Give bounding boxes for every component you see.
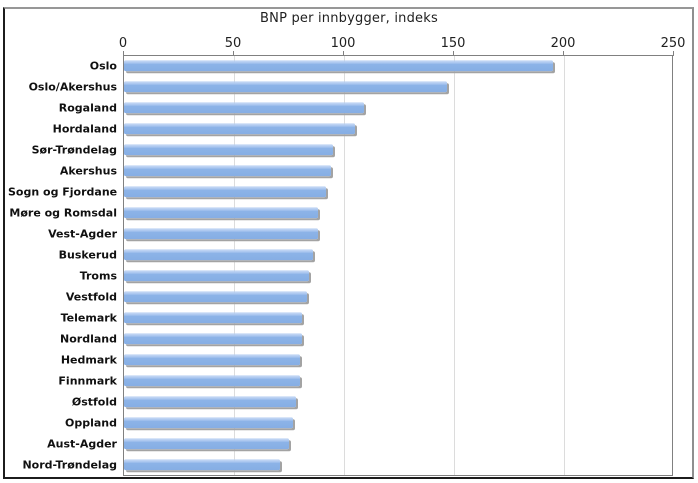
table-row: Nordland [0, 329, 698, 350]
table-row: Aust-Agder [0, 434, 698, 455]
category-label: Nord-Trøndelag [22, 458, 117, 472]
bar [124, 122, 355, 134]
x-axis-tick-100 [343, 51, 344, 56]
bar [124, 186, 326, 198]
table-row: Telemark [0, 308, 698, 329]
category-label: Sogn og Fjordane [8, 185, 118, 199]
table-row: Troms [0, 266, 698, 287]
bar [124, 375, 300, 387]
category-label: Troms [79, 269, 117, 283]
x-axis-tick-0 [123, 51, 124, 56]
category-label: Møre og Romsdal [9, 206, 117, 220]
category-label: Oslo/Akershus [28, 80, 117, 94]
bar [124, 333, 302, 345]
category-label: Oppland [65, 416, 117, 430]
bar [124, 165, 331, 177]
table-row: Sogn og Fjordane [0, 181, 698, 202]
category-label: Hedmark [60, 353, 117, 367]
bar [124, 228, 318, 240]
category-label: Aust-Agder [47, 437, 117, 451]
table-row: Vestfold [0, 287, 698, 308]
category-label: Akershus [59, 164, 117, 178]
x-tick-label-0: 0 [118, 36, 128, 51]
bar [124, 101, 364, 113]
bar [124, 249, 313, 261]
category-label: Finnmark [58, 374, 117, 388]
bar [124, 270, 309, 282]
table-row: Oslo [0, 55, 698, 76]
x-tick-label-200: 200 [550, 36, 576, 51]
category-label: Østfold [71, 395, 117, 409]
x-tick-label-50: 50 [224, 36, 242, 51]
table-row: Hedmark [0, 350, 698, 371]
table-row: Sør-Trøndelag [0, 139, 698, 160]
bar [124, 459, 280, 471]
table-row: Hordaland [0, 118, 698, 139]
table-row: Rogaland [0, 97, 698, 118]
category-label: Hordaland [52, 122, 117, 136]
category-label: Nordland [60, 332, 117, 346]
bar [124, 80, 447, 92]
gridline-150 [454, 56, 455, 475]
bar [124, 312, 302, 324]
x-tick-label-250: 250 [660, 36, 686, 51]
category-label: Sør-Trøndelag [31, 143, 117, 157]
bar-rows: Oslo Oslo/Akershus Rogaland Hordaland Sør-Tr… [0, 55, 698, 476]
bar [124, 59, 553, 71]
x-axis-tick-250 [673, 51, 674, 56]
gridline-100 [344, 56, 345, 475]
x-tick-label-150: 150 [440, 36, 466, 51]
x-tick-label-100: 100 [330, 36, 356, 51]
table-row: Oslo/Akershus [0, 76, 698, 97]
x-axis-tick-50 [233, 51, 234, 56]
x-axis-tick-200 [563, 51, 564, 56]
bar [124, 438, 289, 450]
table-row: Finnmark [0, 371, 698, 392]
table-row: Østfold [0, 392, 698, 413]
table-row: Vest-Agder [0, 223, 698, 244]
table-row: Akershus [0, 160, 698, 181]
x-axis-tick-150 [453, 51, 454, 56]
category-label: Oslo [89, 59, 117, 73]
bar [124, 291, 307, 303]
bar [124, 417, 293, 429]
bar [124, 354, 300, 366]
bar [124, 207, 318, 219]
table-row: Nord-Trøndelag [0, 455, 698, 476]
gridline-50 [234, 56, 235, 475]
category-label: Vestfold [65, 290, 117, 304]
table-row: Møre og Romsdal [0, 202, 698, 223]
category-label: Rogaland [58, 101, 117, 115]
category-label: Vest-Agder [48, 227, 117, 241]
bar [124, 396, 296, 408]
table-row: Buskerud [0, 244, 698, 265]
table-row: Oppland [0, 413, 698, 434]
chart-title: BNP per innbygger, indeks [260, 11, 438, 26]
category-label: Telemark [60, 311, 117, 325]
bar [124, 143, 333, 155]
gridline-200 [564, 56, 565, 475]
category-label: Buskerud [58, 248, 117, 262]
